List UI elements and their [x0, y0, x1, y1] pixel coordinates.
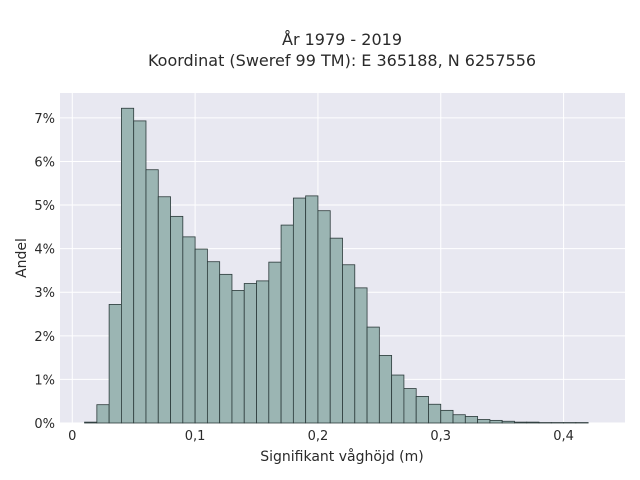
y-tick-label: 6% [34, 155, 55, 170]
y-axis-label: Andel [14, 238, 30, 278]
histogram-bar [440, 409, 454, 424]
histogram-bar [121, 107, 135, 424]
histogram-bar [366, 326, 380, 424]
histogram-bar [342, 264, 356, 424]
histogram-bar [145, 169, 159, 424]
y-tick-label: 5% [34, 199, 55, 214]
histogram-bar [329, 237, 343, 424]
y-tick-label: 0% [34, 417, 55, 432]
histogram-bar [477, 419, 491, 424]
histogram-bar [206, 261, 221, 424]
histogram-bar [292, 197, 307, 424]
histogram-bar [280, 224, 294, 424]
y-tick-label: 2% [34, 330, 55, 345]
x-axis-label: Signifikant våghöjd (m) [260, 448, 423, 465]
histogram-bar [464, 416, 479, 424]
histogram-bar [526, 421, 540, 424]
histogram-bar [219, 273, 233, 424]
y-tick-label: 1% [34, 373, 55, 388]
histogram-bar [501, 420, 515, 424]
histogram-bar [108, 304, 122, 424]
histogram-bar [157, 196, 171, 424]
x-tick-label: 0,2 [308, 429, 329, 444]
x-tick-label: 0,1 [185, 429, 206, 444]
histogram-bar [268, 261, 282, 424]
x-axis-ticks: 0 0,1 0,2 0,3 0,4 [68, 429, 574, 444]
histogram-bar [452, 414, 466, 424]
y-tick-label: 7% [34, 112, 55, 127]
histogram-bar [133, 120, 147, 424]
histogram-bar [305, 195, 319, 424]
histogram-bar [354, 287, 368, 424]
histogram-bar [489, 419, 503, 424]
histogram-bar [194, 248, 208, 424]
histogram-bar [403, 388, 417, 424]
histogram-bar [96, 404, 110, 424]
histogram-bar [182, 236, 196, 424]
chart-title-line2: Koordinat (Sweref 99 TM): E 365188, N 62… [148, 51, 536, 70]
histogram-bar [256, 280, 270, 424]
histogram-bar [391, 374, 405, 424]
histogram-bar [84, 421, 98, 424]
histogram-bar [317, 210, 331, 424]
histogram-bar [415, 396, 429, 424]
histogram-bars [84, 107, 589, 424]
histogram-bar [170, 215, 184, 424]
histogram-bar [243, 283, 257, 424]
chart-title-line1: År 1979 - 2019 [282, 30, 402, 49]
x-tick-label: 0 [68, 429, 76, 444]
histogram-bar [231, 290, 245, 424]
x-tick-label: 0,3 [430, 429, 451, 444]
y-tick-label: 3% [34, 286, 55, 301]
histogram-bar [378, 355, 393, 424]
y-tick-label: 4% [34, 243, 55, 258]
y-axis-ticks: 0% 1% 2% 3% 4% 5% 6% 7% [34, 112, 55, 432]
x-tick-label: 0,4 [553, 429, 574, 444]
histogram-bar [428, 403, 442, 424]
histogram-bar [514, 421, 528, 424]
